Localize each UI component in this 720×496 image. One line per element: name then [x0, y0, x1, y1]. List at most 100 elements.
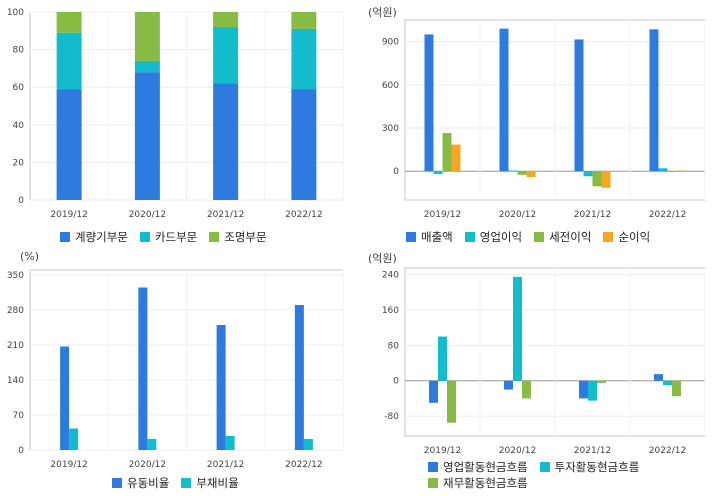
y-tick-label: 350: [7, 271, 24, 281]
legend-label: 세전이익: [549, 230, 592, 244]
legend-item[interactable]: 매출액: [406, 229, 453, 245]
y-tick-label: 20: [13, 158, 25, 168]
bar: [517, 171, 527, 175]
bar: [424, 34, 434, 172]
legend-swatch: [209, 232, 220, 242]
legend-swatch: [534, 232, 545, 242]
y-tick-label: 0: [393, 167, 399, 177]
chart-legend: 매출액 영업이익 세전이익 순이익: [406, 229, 720, 245]
legend-item[interactable]: 영업활동현금흐름: [428, 459, 528, 475]
bar: [438, 336, 447, 381]
legend-swatch: [539, 462, 550, 472]
y-tick-label: 240: [382, 271, 399, 281]
bar: [134, 72, 160, 200]
legend-item[interactable]: 순이익: [603, 229, 650, 245]
x-tick-label: 2022/12: [285, 460, 322, 470]
bar: [522, 380, 531, 399]
chart-segment-share: 0 20 40 60 80 100 2019/12 2020/12 2021/12 2022/12…: [0, 0, 360, 250]
y-tick-label: 160: [382, 306, 399, 316]
legend-item[interactable]: 계량기부문: [60, 229, 128, 245]
bar: [526, 171, 536, 177]
bar: [649, 29, 659, 172]
y-tick-label: 280: [7, 306, 24, 316]
legend-item[interactable]: 세전이익: [534, 229, 591, 245]
bar: [601, 171, 611, 188]
bar: [504, 380, 513, 390]
chart-plot-svg: 0 300 600 900 2019/12 2020/12 2021/12 2022/12: [382, 19, 706, 220]
legend-item[interactable]: 영업이익: [464, 229, 522, 245]
bar: [442, 133, 452, 172]
chart-ratios: (%) 0 70 140 210 280 350 2019/12 2020/12 2021/12…: [0, 250, 360, 496]
bar: [294, 305, 304, 450]
bar: [138, 287, 148, 450]
chart-plot-svg: 0 20 40 60 80 100 2019/12 2020/12 2021/12 2022/12: [7, 8, 344, 220]
bar: [56, 12, 82, 33]
y-tick-label: 100: [7, 8, 24, 18]
bar: [508, 170, 518, 172]
bar: [69, 428, 79, 450]
bar: [676, 170, 686, 172]
bar: [597, 380, 606, 383]
legend-label: 재무활동현금흐름: [443, 476, 528, 490]
legend-item[interactable]: 투자활동현금흐름: [539, 459, 639, 475]
legend-swatch: [112, 478, 122, 488]
legend-swatch: [181, 478, 192, 488]
bar: [663, 380, 672, 386]
x-tick-label: 2020/12: [129, 210, 166, 220]
legend-label: 부채비율: [196, 476, 239, 490]
chart-legend: 유동비율 부채비율: [112, 475, 360, 491]
bar: [213, 83, 239, 200]
x-tick-label: 2020/12: [499, 210, 536, 220]
bar: [134, 12, 160, 61]
x-tick-label: 2021/12: [574, 446, 611, 456]
bar: [147, 439, 157, 450]
bar: [588, 380, 597, 401]
legend-swatch: [428, 478, 438, 488]
chart-unit-label: (%): [20, 250, 40, 263]
chart-cashflow: (억원) -80 0 80 160 240 2019/12 2020/12 2021/12 20…: [360, 250, 720, 496]
bar: [60, 346, 70, 450]
legend-swatch: [603, 232, 614, 242]
x-tick-label: 2019/12: [50, 460, 87, 470]
legend-label: 계량기부문: [75, 230, 128, 244]
x-tick-label: 2021/12: [574, 210, 611, 220]
bar: [56, 32, 82, 90]
legend-item[interactable]: 부채비율: [181, 475, 239, 491]
y-tick-label: -80: [384, 412, 399, 422]
x-tick-label: 2021/12: [207, 210, 244, 220]
chart-unit-label: (억원): [368, 252, 397, 265]
x-tick-label: 2019/12: [424, 446, 461, 456]
legend-swatch: [60, 232, 70, 242]
legend-label: 유동비율: [127, 476, 170, 490]
y-tick-label: 40: [13, 121, 25, 131]
legend-item[interactable]: 재무활동현금흐름: [428, 475, 528, 491]
y-tick-label: 600: [382, 81, 399, 91]
y-tick-label: 70: [13, 411, 25, 421]
bar: [291, 89, 317, 200]
bar: [433, 171, 443, 175]
legend-label: 순이익: [618, 230, 651, 244]
x-tick-label: 2022/12: [649, 446, 686, 456]
legend-item[interactable]: 유동비율: [112, 475, 169, 491]
legend-label: 영업활동현금흐름: [443, 460, 528, 474]
bar: [213, 27, 239, 84]
legend-swatch: [139, 232, 150, 242]
chart-legend: 계량기부문 카드부문 조명부문: [60, 229, 360, 245]
bar: [658, 168, 668, 172]
legend-item[interactable]: 조명부문: [209, 229, 267, 245]
bar: [56, 89, 82, 200]
bar: [213, 12, 239, 28]
bar: [451, 144, 461, 172]
bar: [225, 436, 235, 450]
x-tick-label: 2020/12: [129, 460, 166, 470]
legend-label: 매출액: [421, 230, 453, 244]
x-tick-label: 2020/12: [499, 446, 536, 456]
bar: [672, 380, 681, 397]
bar: [513, 276, 522, 381]
bar: [579, 380, 588, 399]
bar: [574, 39, 584, 172]
bar: [592, 171, 602, 187]
legend-item[interactable]: 카드부문: [139, 229, 197, 245]
legend-swatch: [464, 232, 475, 242]
legend-swatch: [406, 232, 416, 242]
